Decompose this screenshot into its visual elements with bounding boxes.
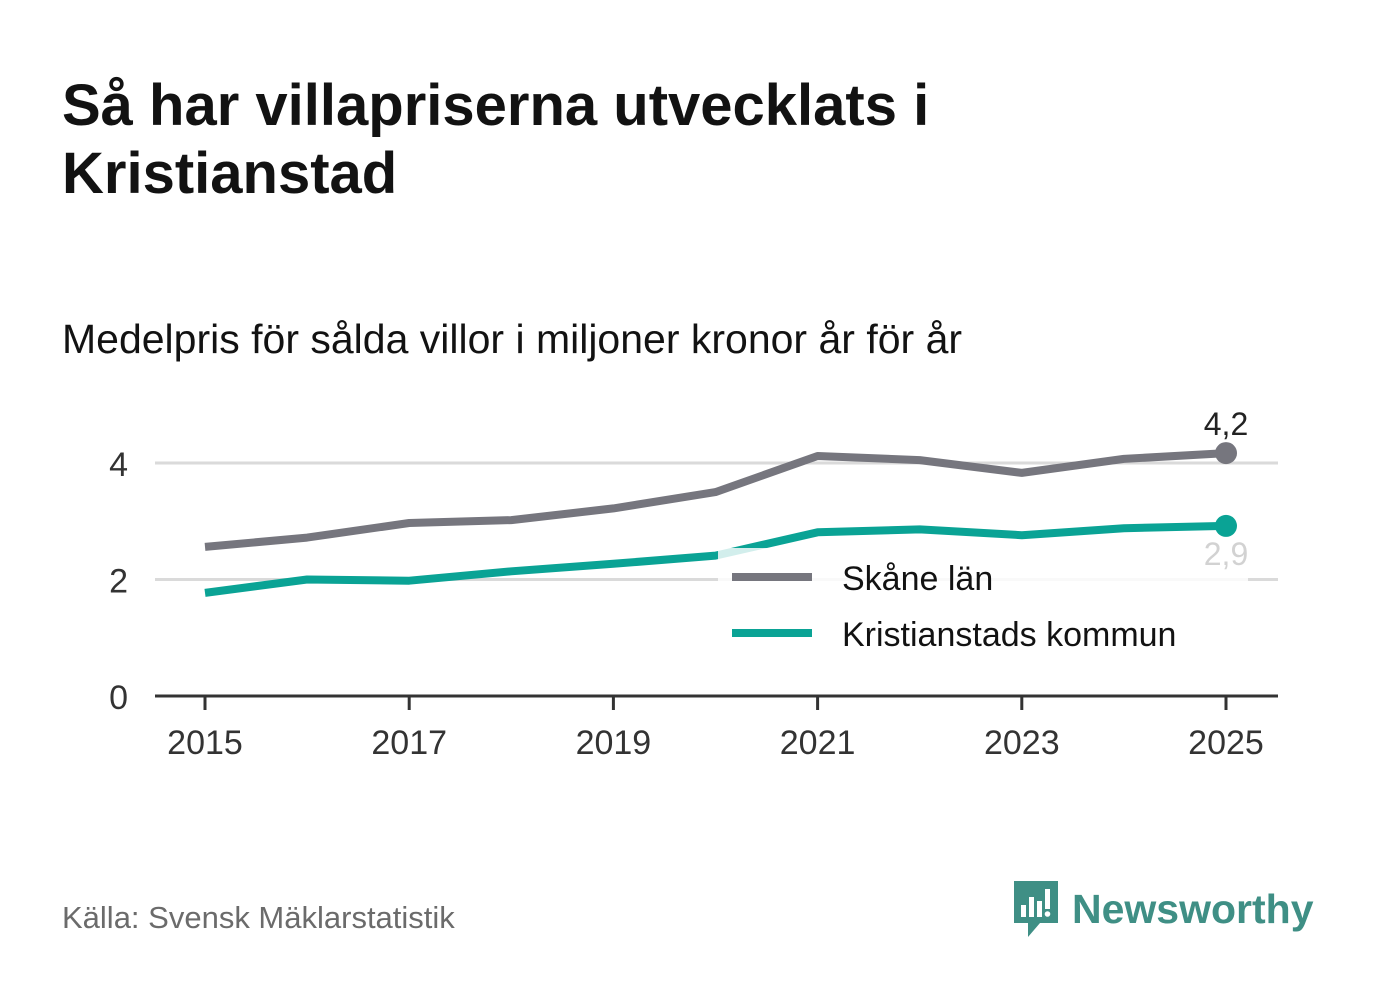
y-tick-label-0: 0	[109, 679, 128, 717]
chart-title: Så har villapriserna utvecklats i Kristi…	[62, 73, 930, 206]
x-tick-label-2019: 2019	[576, 724, 652, 762]
source-note: Källa: Svensk Mäklarstatistik	[62, 900, 455, 935]
brand-logo: Newsworthy	[1010, 878, 1314, 940]
legend-background	[718, 548, 1248, 668]
brand-name: Newsworthy	[1072, 885, 1314, 932]
end-label-kristianstad: 2,9	[1204, 536, 1248, 572]
x-tick-label-2025: 2025	[1188, 724, 1264, 762]
x-tick-label-2017: 2017	[371, 724, 447, 762]
axes: 2015 2017 2019 2021 2023 2025	[155, 694, 1278, 762]
series-line-skane	[204, 449, 1227, 551]
x-tick-label-2015: 2015	[167, 724, 243, 762]
legend-label-skane: Skåne län	[842, 560, 993, 598]
series-lines	[204, 449, 1227, 597]
end-marker-skane	[1215, 442, 1237, 465]
end-markers: 4,2 2,9	[1204, 406, 1248, 572]
y-tick-label-2: 2	[109, 563, 128, 601]
y-tick-label-4: 4	[109, 446, 128, 484]
x-tick-label-2021: 2021	[780, 724, 856, 762]
end-marker-kristianstad	[1215, 514, 1237, 537]
legend-label-kristianstad: Kristianstads kommun	[842, 616, 1176, 654]
newsworthy-logo-icon	[1014, 881, 1058, 937]
end-label-skane: 4,2	[1204, 406, 1248, 442]
legend: Skåne län Kristianstads kommun	[718, 548, 1248, 668]
x-tick-label-2023: 2023	[984, 724, 1060, 762]
chart-subtitle: Medelpris för sålda villor i miljoner kr…	[62, 316, 963, 362]
series-line-kristianstad	[204, 521, 1227, 597]
